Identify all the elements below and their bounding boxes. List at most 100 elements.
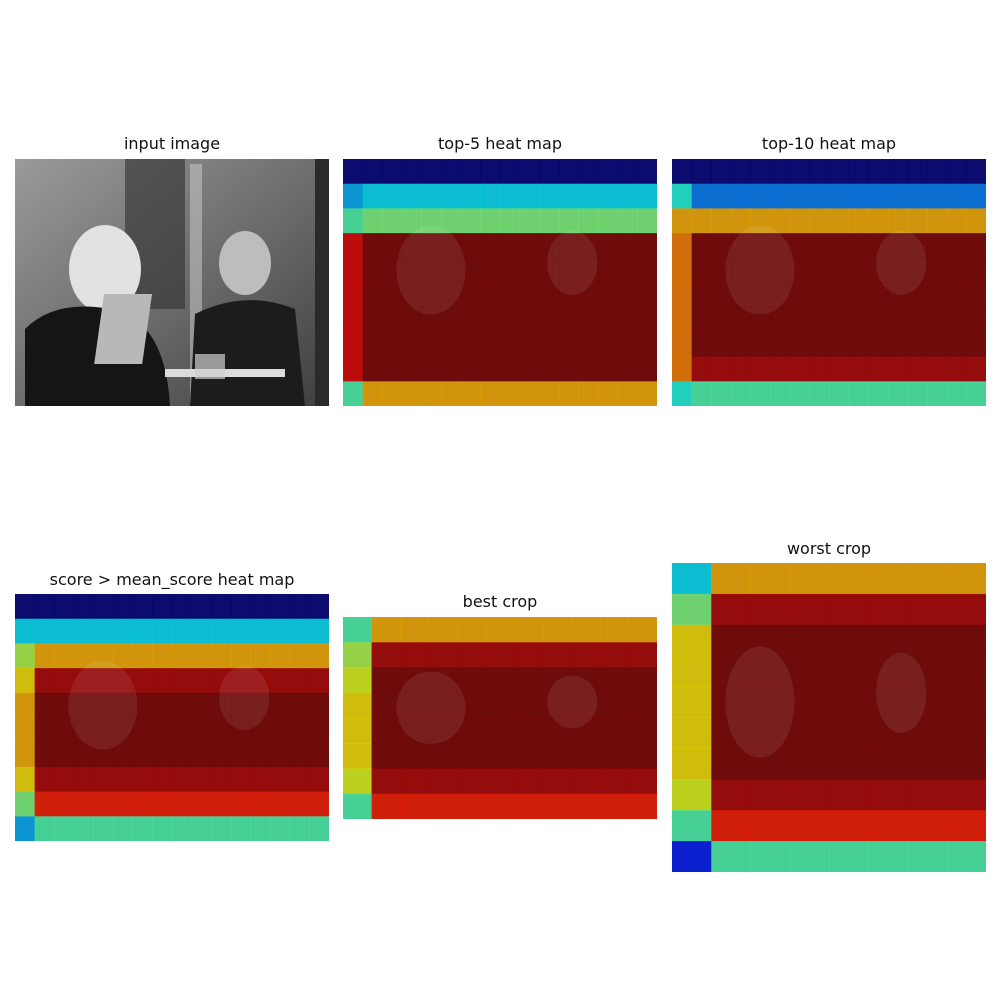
- heatmap-cell: [711, 208, 732, 234]
- heatmap-cell: [907, 381, 928, 406]
- heatmap-cell: [441, 233, 462, 259]
- heatmap-cell: [514, 718, 544, 744]
- heatmap-cell: [750, 282, 771, 308]
- heatmap-cell: [519, 331, 540, 358]
- heatmap-cell: [598, 307, 619, 333]
- heatmap-cell: [672, 356, 693, 382]
- heatmap-cell: [34, 643, 55, 669]
- heatmap-cell: [539, 381, 560, 406]
- heatmap-cell: [750, 307, 771, 333]
- heatmap-cell: [750, 779, 791, 811]
- heatmap-cell: [428, 718, 458, 744]
- heatmap-cell: [927, 159, 948, 185]
- heatmap-cell: [711, 717, 751, 749]
- heatmap-cell: [73, 692, 95, 718]
- photo-silhouette: [725, 646, 795, 758]
- heatmap-cell: [617, 159, 638, 185]
- heatmap-cell: [250, 816, 271, 841]
- heatmap-cell: [270, 742, 291, 768]
- heatmap-cell: [599, 718, 629, 744]
- heatmap-cell: [15, 594, 36, 620]
- heatmap-cell: [191, 766, 212, 793]
- heatmap-cell: [730, 381, 752, 406]
- heatmap-cell: [750, 208, 771, 234]
- heatmap-cell: [191, 717, 212, 743]
- heatmap-cell: [829, 233, 850, 259]
- heatmap-cell: [770, 356, 791, 382]
- heatmap-cell: [480, 159, 501, 185]
- heatmap-cell: [672, 593, 712, 626]
- heatmap-cell: [113, 692, 134, 718]
- heatmap-cell: [946, 331, 967, 358]
- heatmap-cell: [132, 692, 153, 718]
- heatmap-cell: [421, 381, 442, 406]
- heatmap-cell: [966, 307, 986, 333]
- heatmap-cell: [542, 718, 572, 744]
- heatmap-cell: [34, 668, 55, 694]
- heatmap-cell: [152, 791, 173, 817]
- heatmap-cell: [309, 766, 329, 793]
- heatmap-cell: [770, 183, 791, 209]
- heatmap-cell: [927, 331, 948, 358]
- heatmap-cell: [829, 686, 869, 718]
- heatmap-cell: [539, 183, 560, 209]
- heatmap-cell: [343, 617, 373, 643]
- heatmap-cell: [460, 183, 481, 209]
- heatmap-cell: [211, 594, 232, 620]
- heatmap-cell: [809, 183, 830, 209]
- heatmap-cell: [730, 282, 752, 308]
- heatmap-cell: [211, 692, 232, 718]
- heatmap-cell: [480, 331, 501, 358]
- heatmap-cell: [750, 563, 791, 595]
- heatmap-cell: [829, 183, 850, 209]
- heatmap-cell: [152, 668, 173, 694]
- heatmap-cell: [711, 841, 751, 872]
- heatmap-cell: [868, 257, 889, 283]
- heatmap-cell: [485, 642, 515, 668]
- heatmap-cell: [401, 233, 423, 259]
- heatmap-cell: [460, 208, 481, 234]
- heatmap-cell: [441, 307, 462, 333]
- heatmap-cell: [401, 356, 423, 382]
- heatmap-cell: [966, 208, 986, 234]
- heatmap-cell: [191, 643, 212, 669]
- heatmap-cell: [54, 643, 75, 669]
- heatmap-cell: [637, 307, 657, 333]
- heatmap-cell: [617, 233, 638, 259]
- heatmap-cell: [691, 233, 712, 259]
- heatmap-cell: [628, 617, 657, 643]
- heatmap-cell: [578, 159, 599, 185]
- heatmap-cell: [672, 159, 693, 185]
- heatmap-cell: [868, 624, 908, 657]
- heatmap-cell: [93, 668, 114, 694]
- input-image: [15, 159, 329, 406]
- heatmap-cell: [848, 307, 869, 333]
- heatmap-cell: [868, 563, 908, 595]
- heatmap-cell: [421, 183, 442, 209]
- heatmap-cell: [485, 793, 515, 819]
- heatmap-cell: [539, 257, 560, 283]
- heatmap-cell: [230, 668, 252, 694]
- heatmap-cell: [571, 793, 601, 819]
- mean-heatmap: [15, 594, 329, 841]
- heatmap-cell: [558, 159, 580, 185]
- heatmap-cell: [54, 742, 75, 768]
- heatmap-cell: [230, 816, 252, 841]
- heatmap-cell: [400, 642, 430, 668]
- top10-heatmap-panel: [672, 159, 986, 406]
- heatmap-cell: [598, 356, 619, 382]
- heatmap-cell: [946, 282, 967, 308]
- heatmap-cell: [113, 717, 134, 743]
- heatmap-cell: [907, 356, 928, 382]
- heatmap-cell: [868, 331, 889, 358]
- heatmap-cell: [637, 208, 657, 234]
- heatmap-cell: [789, 624, 830, 657]
- heatmap-cell: [907, 624, 948, 657]
- heatmap-cell: [578, 208, 599, 234]
- heatmap-cell: [34, 692, 55, 718]
- photo-silhouette: [396, 225, 466, 315]
- heatmap-cell: [946, 159, 967, 185]
- heatmap-cell: [460, 257, 481, 283]
- heatmap-cell: [628, 768, 657, 795]
- heatmap-cell: [289, 766, 310, 793]
